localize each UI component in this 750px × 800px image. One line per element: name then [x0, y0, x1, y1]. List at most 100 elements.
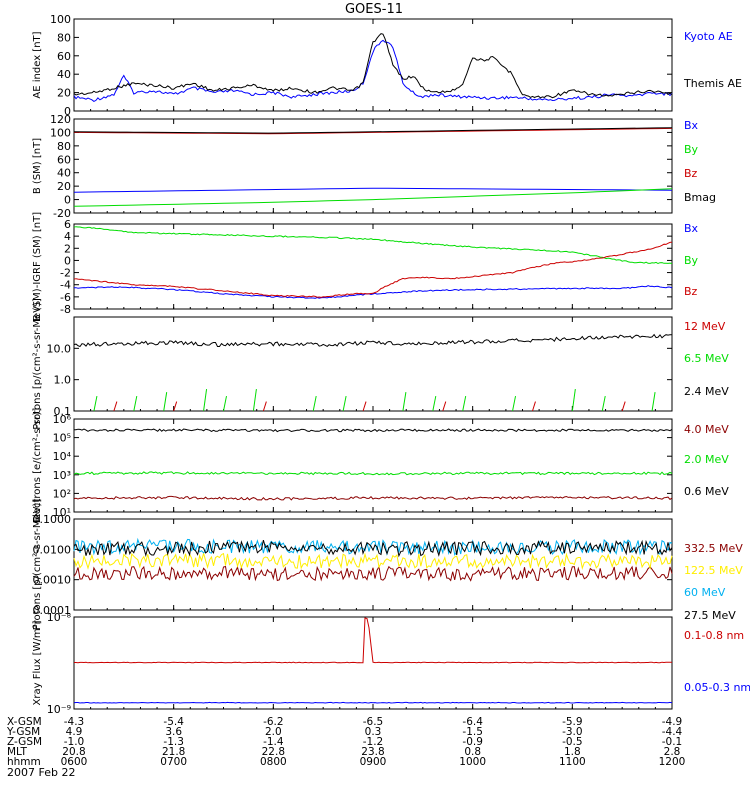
y-tick-label: 0.0010: [33, 574, 72, 587]
series-spike-6-5-mev: [203, 389, 208, 412]
x-row-value: -4.4: [662, 726, 683, 738]
x-row-value: 4.9: [66, 726, 83, 738]
panel-frame: [73, 518, 673, 611]
series-line-bx: [74, 285, 673, 299]
legend-entry: 2.0 MeV: [684, 453, 729, 466]
y-tick-label: 80: [57, 140, 71, 153]
y-tick-label: 10⁶: [53, 413, 72, 426]
x-row-value: -6.4: [462, 716, 483, 728]
y-tick-label: 0: [64, 194, 71, 207]
y-tick-label: 40: [57, 167, 71, 180]
x-row-value: -0.5: [562, 736, 583, 748]
y-tick-label: -4: [60, 279, 71, 292]
series-line-0-1-0-8-nm: [74, 617, 672, 664]
y-tick-label: 10⁻⁸: [47, 611, 72, 624]
x-row-value: -0.9: [462, 736, 483, 748]
legend-entry: 0.05-0.3 nm: [684, 681, 750, 694]
panel-ae: 0 20 40 60 80 100 AE index [nT] Kyoto AE Themis …: [32, 13, 742, 118]
y-tick-label: 40: [57, 68, 71, 81]
y-tick-label: -8: [60, 303, 71, 316]
y-tick-label: 120: [50, 113, 71, 126]
y-tick-label: 10³: [53, 469, 71, 482]
series-spike-12-mev: [173, 401, 178, 412]
series-spike-12-mev: [362, 401, 367, 412]
legend-entry: 27.5 MeV: [684, 609, 736, 622]
y-tick-label: 0: [64, 105, 71, 118]
y-tick-label: 10⁴: [53, 450, 72, 463]
panel-electrons: 10¹ 10² 10³ 10⁴ 10⁵ 10⁶ Electrons [e/(cm²-s-sr…: [32, 408, 729, 524]
y-axis-label: Protons [p/(cm²-s-sr-MeV)]: [32, 298, 43, 430]
x-row-value: -6.5: [363, 716, 384, 728]
x-row-value: 0.3: [365, 726, 382, 738]
x-row-label: MLT: [7, 746, 27, 758]
series-spike-12-mev: [113, 401, 118, 412]
series-line-0-6-mev: [74, 428, 673, 433]
series-spike-12-mev: [442, 401, 447, 412]
x-row-value: -5.4: [163, 716, 184, 728]
series-spike-6-5-mev: [133, 395, 138, 412]
series-spike-6-5-mev: [252, 389, 257, 412]
y-tick-label: -20: [53, 207, 71, 220]
x-row-label: hhmm: [7, 756, 41, 768]
series-line-0-05-0-3-nm: [73, 701, 673, 704]
x-row-value: 2.0: [265, 726, 282, 738]
series-line-by: [73, 188, 673, 207]
series-line-332-5-mev: [73, 565, 673, 582]
series-spike-12-mev: [262, 401, 267, 412]
y-axis-label: Xray Flux [W/m²]: [32, 620, 43, 705]
y-tick-label: 60: [57, 50, 71, 63]
x-row-value: 0800: [260, 756, 287, 768]
y-axis-label: Protons [p/(cm²-s-sr-MeV)]: [32, 499, 43, 631]
date-label: 2007 Feb 22: [7, 766, 75, 779]
legend-entry: Bx: [684, 119, 699, 132]
y-tick-label: 10⁻⁹: [47, 703, 71, 716]
y-tick-label: 10⁵: [53, 432, 71, 445]
y-tick-label: 0: [64, 254, 71, 267]
x-row-value: -3.0: [562, 726, 583, 738]
legend-entry: 12 MeV: [684, 320, 726, 333]
y-tick-label: 10¹: [53, 506, 71, 519]
series-line-2-0-mev: [73, 471, 673, 476]
series-line-27-5-mev: [73, 539, 673, 558]
series-spike-6-5-mev: [432, 395, 437, 412]
series-spike-6-5-mev: [312, 395, 317, 412]
x-row-value: 23.8: [361, 746, 384, 758]
x-row-value: -4.3: [64, 716, 85, 728]
x-row-value: -1.4: [263, 736, 284, 748]
x-row-value: 21.8: [162, 746, 185, 758]
legend-entry: 2.4 MeV: [684, 385, 729, 398]
x-row-value: 1.8: [564, 746, 581, 758]
series-line-bz: [73, 241, 673, 298]
y-tick-label: 100: [50, 126, 71, 139]
series-spike-12-mev: [621, 401, 626, 412]
legend-entry: 122.5 MeV: [684, 564, 743, 577]
series-spike-6-5-mev: [651, 392, 656, 412]
x-row-value: 0600: [61, 756, 88, 768]
y-tick-label: 0.1000: [33, 513, 72, 526]
y-tick-label: 2: [64, 242, 71, 255]
series-spike-6-5-mev: [601, 395, 606, 412]
x-axis-table: X-GSM -4.3 -5.4 -6.2 -6.5 -6.4 -5.9 -4.9 Y-GSM 4.…: [6, 716, 685, 768]
series-line-4-0-mev: [73, 495, 673, 501]
x-row-value: 1100: [559, 756, 586, 768]
y-tick-label: 6: [64, 218, 71, 231]
x-row-value: 20.8: [62, 746, 85, 758]
y-tick-label: -6: [60, 291, 71, 304]
y-tick-label: 20: [57, 180, 71, 193]
x-row-value: -1.3: [163, 736, 184, 748]
y-axis-label: B (SM) [nT]: [32, 138, 43, 194]
y-tick-label: 100: [50, 13, 71, 26]
x-row-value: -6.2: [263, 716, 284, 728]
x-row-label: X-GSM: [7, 716, 42, 728]
legend-entry: By: [684, 143, 699, 156]
series-line-122-5-mev: [73, 551, 673, 571]
x-row-value: -1.0: [64, 736, 85, 748]
y-tick-label: 60: [57, 153, 71, 166]
legend-entry: Themis AE: [683, 77, 742, 90]
y-tick-label: 0.0100: [33, 543, 72, 556]
series-line-bx: [73, 187, 673, 193]
series-spike-6-5-mev: [462, 395, 467, 412]
